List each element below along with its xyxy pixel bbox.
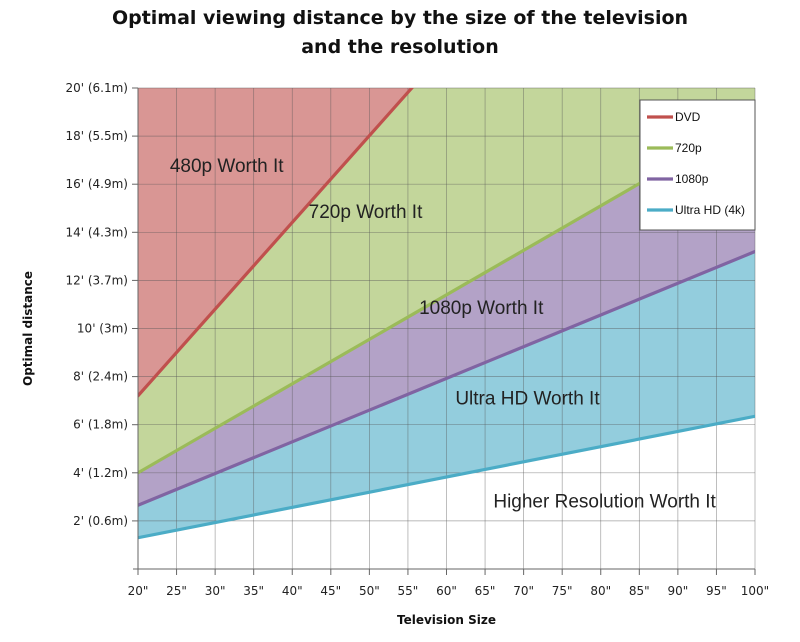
y-axis-title: Optimal distance (21, 271, 35, 386)
y-tick-label: 4' (1.2m) (73, 466, 128, 480)
legend-item-720p-label: 720p (675, 141, 702, 155)
x-tick-label: 95" (706, 584, 727, 598)
axes: 20" 25" 30" 35" 40" 45" 50" 55" 60" 65" 70" 75" 80" 8… (21, 81, 769, 627)
chart-title: Optimal viewing distance by the size of … (0, 4, 800, 62)
x-tick-label: 70" (513, 584, 534, 598)
legend-item-1080p-label: 1080p (675, 172, 709, 186)
x-tick-label: 35" (243, 584, 264, 598)
x-tick-label: 85" (629, 584, 650, 598)
ultra-hd-line (138, 414, 755, 540)
y-tick-label: 10' (3m) (77, 322, 128, 336)
x-tick-label: 45" (320, 584, 341, 598)
y-tick-label: 12' (3.7m) (65, 273, 128, 287)
x-tick-label: 80" (590, 584, 611, 598)
label-480p-worth-it: 480p Worth It (170, 156, 284, 177)
region-labels: 480p Worth It 720p Worth It 1080p Worth It… (170, 156, 717, 512)
x-tick-label: 60" (436, 584, 457, 598)
x-tick-label: 40" (282, 584, 303, 598)
x-tick-label: 50" (359, 584, 380, 598)
y-tick-label: 20' (6.1m) (65, 81, 128, 95)
x-axis-title: Television Size (397, 613, 496, 627)
x-tick-label: 75" (552, 584, 573, 598)
x-tick-label: 65" (475, 584, 496, 598)
1080p-line (138, 249, 755, 507)
label-higher-resolution-worth-it: Higher Resolution Worth It (493, 492, 716, 513)
chart-title-line-2: and the resolution (301, 36, 499, 58)
y-tick-label: 18' (5.5m) (65, 129, 128, 143)
dvd-line (138, 88, 414, 398)
x-tick-label: 25" (166, 584, 187, 598)
x-tick-label: 90" (667, 584, 688, 598)
legend: DVD 720p 1080p Ultra HD (4k) (639, 99, 756, 231)
x-tick-label: 55" (398, 584, 419, 598)
label-720p-worth-it: 720p Worth It (309, 202, 423, 223)
x-tick-label: 20" (128, 584, 149, 598)
legend-item-ultra-hd-label: Ultra HD (4k) (675, 203, 745, 217)
y-tick-label: 6' (1.8m) (73, 418, 128, 432)
y-tick-label: 16' (4.9m) (65, 177, 128, 191)
y-tick-label: 14' (4.3m) (65, 225, 128, 239)
label-1080p-worth-it: 1080p Worth It (419, 298, 544, 319)
legend-box (639, 99, 756, 231)
x-tick-label: 30" (205, 584, 226, 598)
chart-title-line-1: Optimal viewing distance by the size of … (111, 7, 689, 29)
legend-item-dvd-label: DVD (675, 110, 701, 124)
label-ultra-hd-worth-it: Ultra HD Worth It (455, 388, 600, 409)
x-tick-label: 100" (741, 584, 769, 598)
y-tick-label: 8' (2.4m) (73, 370, 128, 384)
y-tick-label: 2' (0.6m) (73, 514, 128, 528)
